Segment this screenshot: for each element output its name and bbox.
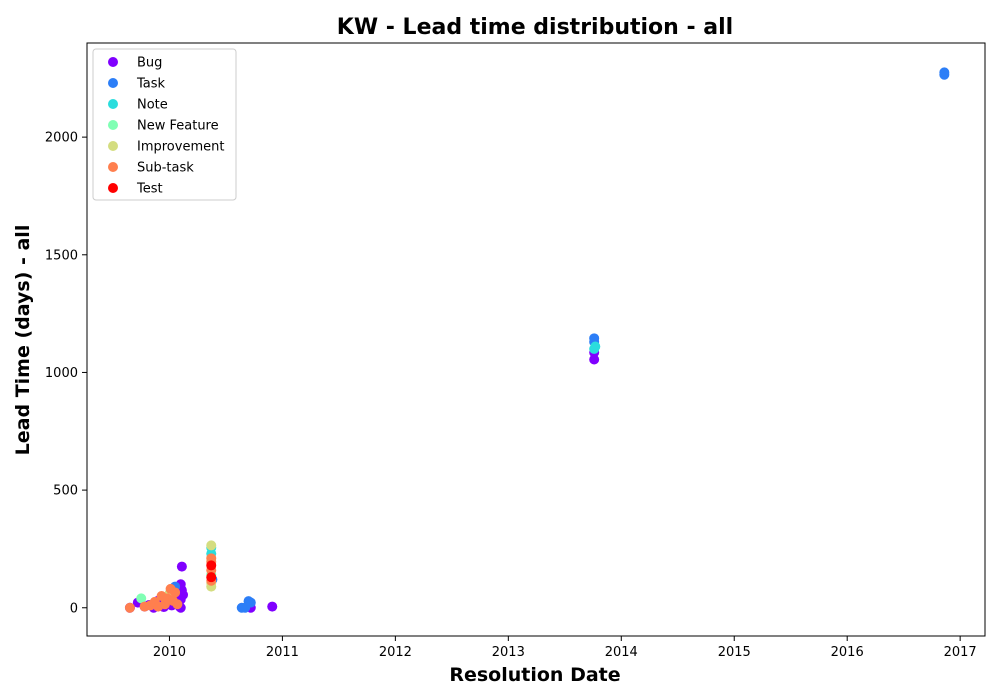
legend-box — [92, 48, 237, 201]
legend-label: New Feature — [137, 119, 219, 134]
data-point-bug — [589, 354, 600, 365]
legend-label: Bug — [137, 56, 162, 71]
data-point-new-feature — [136, 593, 147, 604]
y-tick-label: 2000 — [45, 131, 78, 146]
y-axis-label: Lead Time (days) - all — [12, 225, 34, 456]
data-point-sub-task — [170, 587, 181, 598]
x-axis: 2010 2011 2012 2013 2014 2015 2016 2017 — [153, 636, 977, 660]
x-tick-label: 2014 — [605, 645, 638, 660]
y-tick-label: 500 — [53, 484, 78, 499]
x-tick-label: 2012 — [379, 645, 412, 660]
chart-title: KW - Lead time distribution - all — [337, 15, 733, 40]
data-point-bug — [178, 589, 189, 600]
scatter-points — [124, 67, 950, 613]
legend-marker — [108, 78, 118, 88]
plot-frame — [86, 42, 986, 637]
x-tick-label: 2010 — [153, 645, 186, 660]
x-tick-label: 2016 — [831, 645, 864, 660]
legend-label: Test — [136, 182, 163, 197]
legend-label: Task — [136, 77, 166, 92]
legend-marker — [108, 99, 118, 109]
data-point-test — [206, 572, 217, 583]
legend: Bug Task Note New Feature Improvement Sub-tas… — [92, 48, 237, 201]
x-tick-label: 2015 — [718, 645, 751, 660]
legend-marker — [108, 120, 118, 130]
x-tick-label: 2013 — [492, 645, 525, 660]
data-point-note — [590, 341, 601, 352]
legend-label: Improvement — [137, 140, 224, 155]
data-point-sub-task — [172, 599, 183, 610]
x-axis-label: Resolution Date — [449, 664, 620, 686]
data-point-improvement — [206, 540, 217, 551]
data-point-bug — [267, 601, 278, 612]
legend-marker — [108, 183, 118, 193]
data-point-test — [206, 560, 217, 571]
legend-marker — [108, 162, 118, 172]
data-point-task — [589, 333, 600, 344]
legend-label: Note — [137, 98, 168, 113]
data-point-sub-task — [124, 602, 135, 613]
y-axis: 0 500 1000 1500 2000 — [45, 131, 87, 616]
legend-marker — [108, 57, 118, 67]
data-point-bug — [176, 561, 187, 572]
y-tick-label: 1500 — [45, 248, 78, 263]
y-tick-label: 0 — [70, 601, 78, 616]
data-point-task — [245, 597, 256, 608]
legend-label: Sub-task — [137, 161, 194, 176]
data-point-task — [939, 67, 950, 78]
x-tick-label: 2011 — [266, 645, 299, 660]
legend-marker — [108, 141, 118, 151]
x-tick-label: 2017 — [944, 645, 977, 660]
y-tick-label: 1000 — [45, 366, 78, 381]
